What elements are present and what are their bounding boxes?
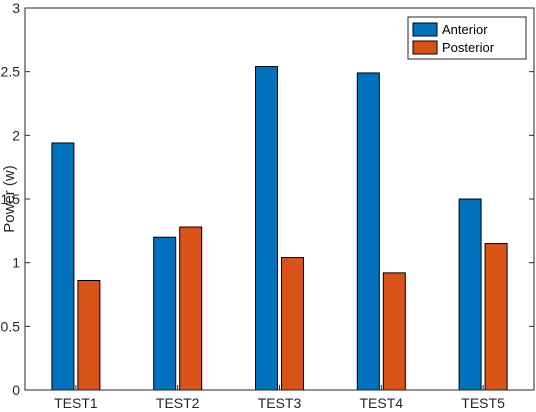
legend-swatch-posterior <box>412 40 438 55</box>
y-tick-label: 2 <box>12 127 20 143</box>
legend: Anterior Posterior <box>407 16 527 60</box>
plot-frame <box>24 7 535 391</box>
bar-posterior-test5 <box>484 243 508 391</box>
y-tick-label: 1.5 <box>1 191 21 207</box>
x-tick-label: TEST4 <box>360 395 404 411</box>
bar-anterior-test4 <box>356 72 380 391</box>
x-tick-label: TEST5 <box>461 395 505 411</box>
legend-swatch-anterior <box>412 22 438 37</box>
y-tick-label: 1 <box>12 255 20 271</box>
bar-anterior-test5 <box>458 198 482 391</box>
bar-posterior-test2 <box>179 226 203 391</box>
legend-label-posterior: Posterior <box>442 40 495 55</box>
plot-area <box>25 8 534 390</box>
bars-layer <box>51 66 508 391</box>
bar-anterior-test1 <box>51 142 75 391</box>
y-axis-title: Power (w) <box>1 165 18 233</box>
y-tick-label: 2.5 <box>1 64 21 80</box>
bar-posterior-test3 <box>281 257 304 391</box>
bar-anterior-test2 <box>153 236 177 391</box>
legend-label-anterior: Anterior <box>442 22 488 37</box>
x-tick-label: TEST3 <box>258 395 302 411</box>
x-tick-label: TEST1 <box>54 395 98 411</box>
y-tick-label: 3 <box>12 0 20 16</box>
bar-posterior-test4 <box>382 272 406 391</box>
bar-anterior-test3 <box>255 66 278 391</box>
x-tick-label: TEST2 <box>156 395 200 411</box>
bar-posterior-test1 <box>77 279 101 391</box>
y-tick-label: 0.5 <box>1 318 21 334</box>
y-tick-label: 0 <box>12 382 20 398</box>
